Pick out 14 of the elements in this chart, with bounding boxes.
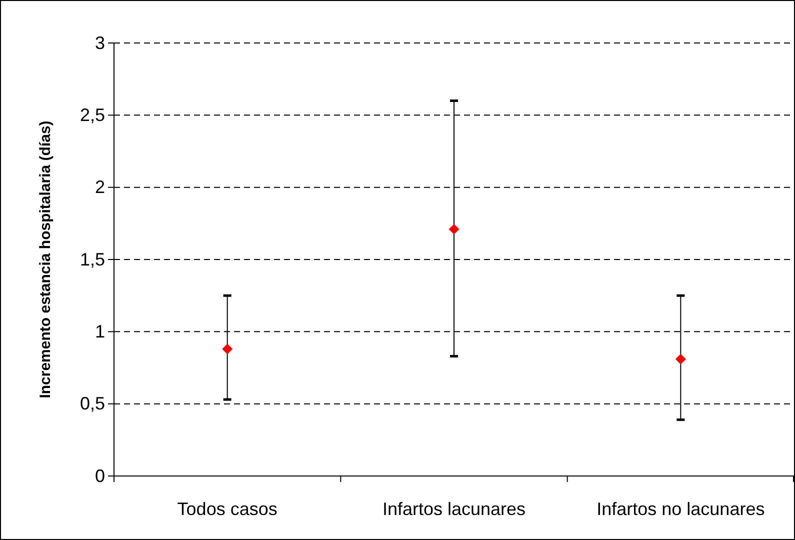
y-tick-label: 0,5 (80, 394, 105, 414)
y-tick-label: 2 (94, 177, 105, 198)
y-tick-label: 3 (94, 32, 105, 53)
point (675, 354, 686, 364)
x-tick-label: Infartos no lacunares (596, 499, 765, 519)
point (222, 344, 233, 354)
y-axis-title: Incremento estancia hospitalaria (días) (37, 120, 54, 398)
y-tick-label: 2,5 (80, 104, 105, 125)
x-tick-label: Infartos lacunares (382, 499, 526, 519)
y-tick-label: 1,5 (80, 249, 105, 270)
y-tick-label: 0 (94, 466, 105, 486)
point (448, 224, 460, 234)
x-tick-label: Todos casos (177, 499, 278, 519)
y-tick-label: 1 (94, 321, 105, 342)
